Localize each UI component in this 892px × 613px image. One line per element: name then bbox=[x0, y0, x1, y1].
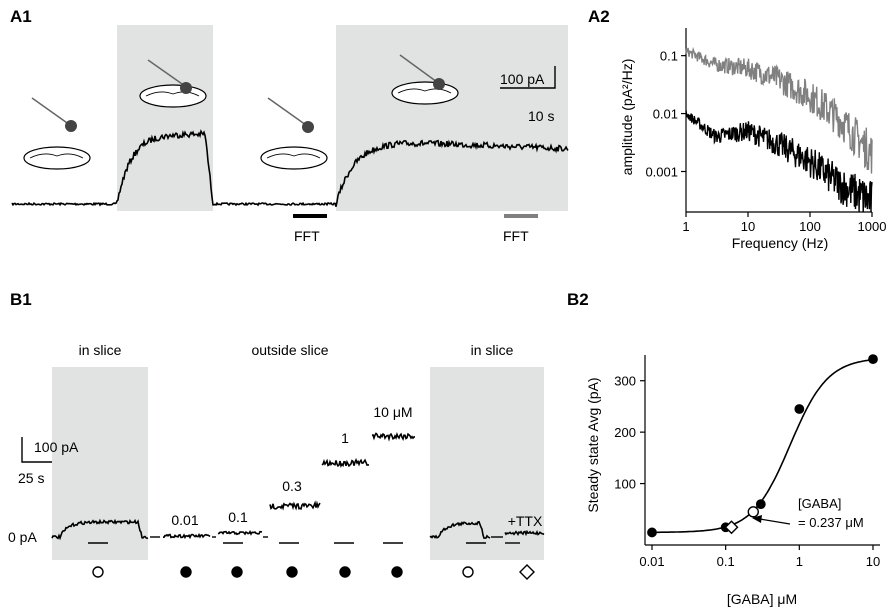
b2-xtick-label: 0.1 bbox=[717, 554, 735, 569]
b1-marker-filled-circle bbox=[339, 566, 351, 578]
a1-slice-illustration-inside-1 bbox=[139, 59, 207, 108]
b2-point-open-diamond bbox=[724, 520, 739, 535]
a2-xtick-label: 1 bbox=[682, 219, 689, 234]
b1-marker-open-diamond bbox=[519, 564, 535, 580]
b1-marker-filled-circle bbox=[180, 566, 192, 578]
b2-point-filled-circle bbox=[794, 404, 805, 414]
b2-xtick-label: 1 bbox=[796, 554, 803, 569]
a1-scale-bar bbox=[500, 66, 556, 89]
b2-point-filled-circle bbox=[868, 354, 878, 365]
a2-ytick-label: 0.001 bbox=[645, 165, 678, 180]
a1-shade-in-slice-2 bbox=[336, 25, 568, 211]
a1-fft-label-black: FFT bbox=[294, 228, 320, 244]
a1-scale-time-label: 10 s bbox=[528, 108, 554, 124]
b1-trace-0-3 bbox=[269, 500, 321, 511]
b2-ytick-label: 200 bbox=[614, 425, 636, 440]
b1-conc-label-0-3: 0.3 bbox=[282, 478, 302, 494]
b1-conc-label-1: 1 bbox=[341, 430, 349, 446]
a2-xlabel: Frequency (Hz) bbox=[732, 235, 828, 251]
b1-scale-current-label: 100 pA bbox=[34, 439, 79, 455]
a2-ytick-label: 0.1 bbox=[660, 49, 678, 64]
b1-trace-in-slice bbox=[51, 518, 149, 541]
b1-trace-in-slice-right bbox=[429, 520, 491, 539]
b1-baseline-label: 0 pA bbox=[8, 529, 37, 545]
b1-trace-0-01 bbox=[163, 532, 211, 540]
a1-slice-illustration-outside-1 bbox=[23, 97, 91, 170]
a1-slice-illustration-outside-2 bbox=[260, 97, 328, 170]
b1-shade-in-slice-left bbox=[52, 367, 148, 560]
a2-xtick-label: 1000 bbox=[858, 219, 887, 234]
b2-point-open-circle bbox=[747, 506, 759, 518]
b1-scale-time-label: 25 s bbox=[18, 470, 44, 486]
a1-slice-illustration-inside-2 bbox=[391, 54, 459, 105]
b1-marker-filled-circle bbox=[286, 566, 298, 578]
b1-scale-bar bbox=[21, 437, 52, 463]
b2-ytick-label: 300 bbox=[614, 374, 636, 389]
a2-ylabel: amplitude (pA²/Hz) bbox=[619, 59, 635, 176]
b1-marker-open-circle bbox=[92, 566, 104, 578]
b1-trace-0-1 bbox=[217, 530, 263, 536]
b2-annotation-line1: [GABA] bbox=[798, 496, 841, 511]
b1-marker-filled-circle bbox=[391, 566, 403, 578]
a2-xtick-label: 100 bbox=[799, 219, 821, 234]
a2-xtick-label: 10 bbox=[741, 219, 755, 234]
b2-annotation-line2: = 0.237 μM bbox=[798, 515, 864, 530]
b1-trace-1 bbox=[321, 457, 369, 468]
b1-conc-label-0-1: 0.1 bbox=[228, 509, 248, 525]
b2-xtick-label: 10 bbox=[866, 554, 880, 569]
a1-shade-in-slice-1 bbox=[117, 25, 213, 211]
b1-marker-open-circle bbox=[462, 566, 474, 578]
b2-annotation: [GABA] = 0.237 μM bbox=[752, 496, 864, 530]
b2-axes bbox=[644, 355, 880, 546]
panel-label-b2: B2 bbox=[567, 290, 589, 309]
b2-point-filled-circle bbox=[755, 499, 766, 510]
a1-scale-current-label: 100 pA bbox=[500, 71, 545, 87]
b2-xtick-label: 0.01 bbox=[639, 554, 664, 569]
b1-region-label-outside-slice: outside slice bbox=[251, 342, 328, 358]
b1-region-label-in-slice-left: in slice bbox=[79, 342, 122, 358]
a2-axes bbox=[685, 28, 872, 213]
a1-fft-label-grey: FFT bbox=[503, 228, 529, 244]
b1-conc-label-0-01: 0.01 bbox=[171, 512, 198, 528]
b2-ytick-label: 100 bbox=[614, 477, 636, 492]
b1-trace-ttx bbox=[504, 529, 545, 537]
a1-current-trace bbox=[11, 129, 569, 207]
panel-label-a2: A2 bbox=[588, 7, 610, 26]
a2-spectrum-grey bbox=[685, 46, 873, 174]
b1-ttx-label: +TTX bbox=[508, 513, 543, 529]
b1-marker-filled-circle bbox=[231, 566, 243, 578]
b1-region-label-in-slice-right: in slice bbox=[471, 342, 514, 358]
b2-point-filled-circle bbox=[647, 527, 657, 538]
b2-ylabel: Steady state Avg (pA) bbox=[585, 377, 601, 512]
a2-ytick-label: 0.01 bbox=[653, 107, 678, 122]
panel-label-a1: A1 bbox=[10, 7, 32, 26]
a2-spectrum-black bbox=[685, 110, 873, 213]
b1-conc-label-10: 10 μM bbox=[373, 404, 412, 420]
b1-trace-10 bbox=[371, 432, 415, 442]
b2-xlabel: [GABA] μM bbox=[727, 591, 797, 607]
panel-label-b1: B1 bbox=[10, 290, 32, 309]
b1-shade-in-slice-right bbox=[430, 367, 544, 560]
